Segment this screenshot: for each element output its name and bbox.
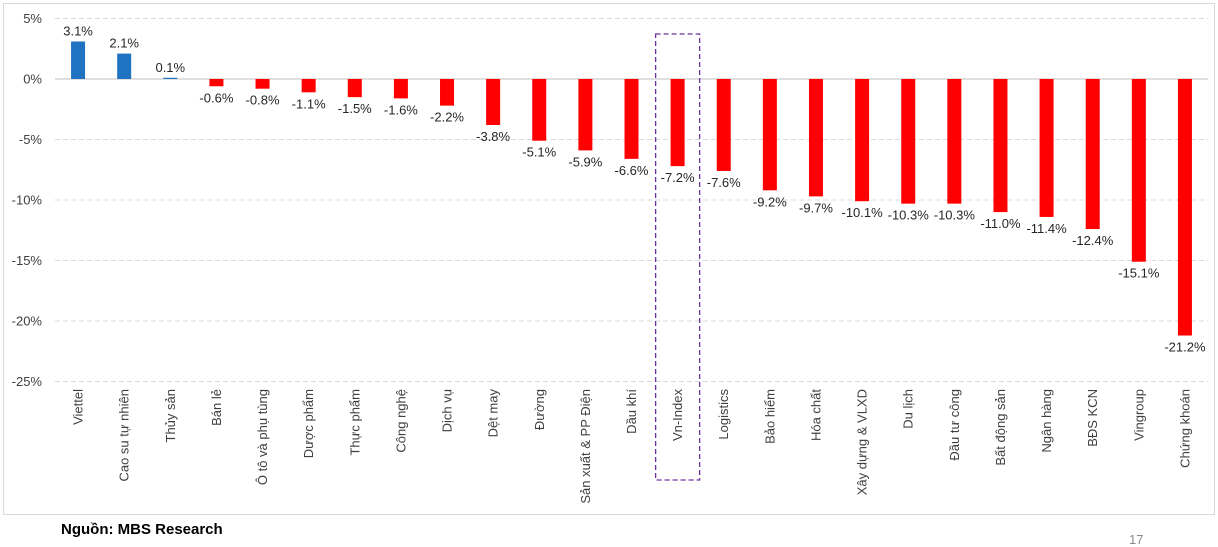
- bar-value-label: -10.1%: [841, 205, 883, 220]
- category-label: Dầu khí: [624, 389, 639, 434]
- y-tick-label: -5%: [19, 132, 43, 147]
- category-label: Vingroup: [1131, 389, 1146, 441]
- bar: [947, 79, 962, 204]
- bar: [209, 79, 224, 87]
- category-label: Chứng khoán: [1177, 389, 1192, 468]
- bar-value-label: -3.8%: [476, 129, 510, 144]
- bar: [1039, 79, 1054, 217]
- category-label: Bán lẻ: [209, 389, 224, 426]
- category-label: Dịch vụ: [440, 389, 455, 432]
- bar: [486, 79, 501, 125]
- category-label: Bảo hiểm: [762, 389, 777, 444]
- bar-value-label: -0.6%: [199, 90, 233, 105]
- bar-value-label: 2.1%: [109, 36, 139, 51]
- bar-value-label: -10.3%: [934, 208, 976, 223]
- bar: [762, 79, 777, 191]
- bar: [440, 79, 455, 106]
- bar-value-label: -6.6%: [615, 163, 649, 178]
- bar: [670, 79, 685, 167]
- bar-value-label: -11.0%: [980, 216, 1021, 231]
- bar-value-label: -7.2%: [661, 170, 695, 185]
- bar-value-label: -15.1%: [1118, 266, 1160, 281]
- bar: [1131, 79, 1146, 262]
- category-label: Xây dựng & VLXD: [855, 389, 870, 495]
- bar-value-label: -9.7%: [799, 200, 833, 215]
- category-label: Thực phẩm: [347, 389, 362, 456]
- bar-value-label: -12.4%: [1072, 233, 1114, 248]
- category-label: Ô tô và phụ tùng: [255, 389, 270, 485]
- bar: [255, 79, 270, 89]
- bar-value-label: -21.2%: [1164, 340, 1206, 355]
- bar: [393, 79, 408, 99]
- bar-value-label: -1.6%: [384, 102, 418, 117]
- bar-value-label: -1.1%: [292, 96, 326, 111]
- y-tick-label: -10%: [12, 193, 43, 208]
- category-label: Du lịch: [901, 389, 916, 429]
- y-tick-label: -20%: [12, 314, 43, 329]
- category-label: Hóa chất: [808, 389, 823, 441]
- category-label: Đầu tư công: [947, 389, 962, 461]
- y-tick-label: -25%: [12, 374, 43, 389]
- category-label: Cao su tự nhiên: [117, 389, 132, 482]
- bar: [1177, 79, 1192, 336]
- chart-frame: [3, 3, 1215, 515]
- bar-value-label: -11.4%: [1026, 221, 1067, 236]
- y-tick-label: 5%: [23, 11, 42, 26]
- source-note: Nguồn: MBS Research: [61, 521, 223, 538]
- vn-index-highlight-box: [654, 33, 701, 481]
- bar-value-label: -2.2%: [430, 110, 464, 125]
- bar: [1085, 79, 1100, 230]
- y-tick-label: -15%: [12, 253, 43, 268]
- bar: [71, 41, 86, 79]
- bar-value-label: 3.1%: [63, 23, 93, 38]
- bar-value-label: -10.3%: [888, 208, 930, 223]
- bar: [532, 79, 547, 141]
- category-label: Thủy sản: [163, 389, 178, 442]
- bar: [855, 79, 870, 202]
- bar-value-label: -9.2%: [753, 194, 787, 209]
- category-label: Viettel: [71, 389, 86, 425]
- bar-value-label: -5.9%: [568, 154, 602, 169]
- bar-value-label: 0.1%: [155, 60, 185, 75]
- bar: [901, 79, 916, 204]
- bar-value-label: -0.8%: [246, 93, 280, 108]
- category-label: Ngân hàng: [1039, 389, 1054, 453]
- category-label: Công nghệ: [393, 389, 408, 453]
- page-number: 17: [1129, 532, 1144, 547]
- bar-value-label: -1.5%: [338, 101, 372, 116]
- bar: [117, 53, 132, 79]
- bar: [993, 79, 1008, 213]
- bar: [163, 77, 178, 79]
- y-tick-label: 0%: [23, 72, 42, 87]
- bar: [301, 79, 316, 93]
- category-label: Dệt may: [486, 389, 501, 438]
- category-label: Logistics: [716, 389, 731, 440]
- category-label: BĐS KCN: [1085, 389, 1100, 447]
- category-label: Đường: [532, 389, 547, 430]
- category-label: Sản xuất & PP Điện: [578, 389, 593, 504]
- bar: [808, 79, 823, 197]
- bar: [347, 79, 362, 98]
- bar: [716, 79, 731, 171]
- category-label: Dược phẩm: [301, 389, 316, 458]
- bar: [624, 79, 639, 159]
- bar: [578, 79, 593, 151]
- bar-value-label: -5.1%: [522, 145, 556, 160]
- bar-value-label: -7.6%: [707, 175, 741, 190]
- category-label: Bất động sản: [993, 389, 1008, 466]
- category-label: Vn-Index: [670, 389, 685, 442]
